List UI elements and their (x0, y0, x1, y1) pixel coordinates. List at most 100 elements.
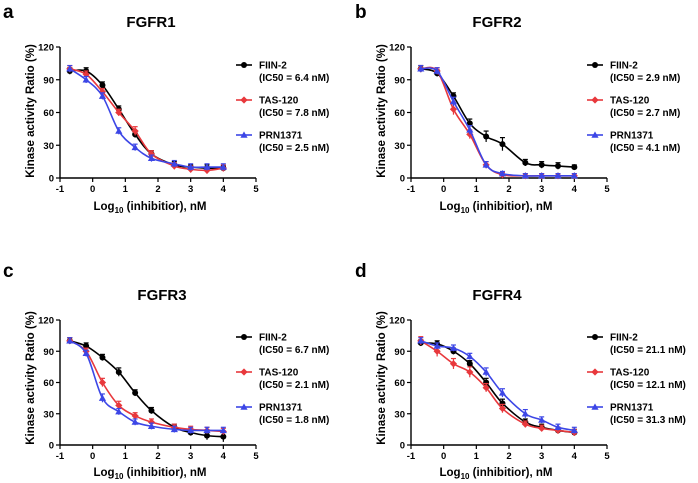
legend-label: TAS-120 (259, 96, 299, 107)
data-point (170, 160, 178, 167)
data-point (115, 408, 123, 415)
legend-marker (592, 334, 598, 340)
data-point (170, 425, 178, 433)
x-tick-label: 2 (506, 451, 511, 462)
legend-label: TAS-120 (610, 96, 650, 107)
legend-entry: FIIN-2(IC50 = 6.7 nM) (236, 333, 329, 356)
y-axis-label: Kinase activity Ratio (%) (376, 44, 388, 178)
legend-ic50: (IC50 = 6.7 nM) (259, 345, 329, 356)
data-point (115, 369, 122, 376)
x-tick-label: 5 (253, 184, 259, 195)
legend-entry: PRN1371(IC50 = 4.1 nM) (587, 131, 680, 154)
x-tick-label: 2 (155, 184, 160, 195)
series-prn1371 (66, 337, 227, 434)
data-point (99, 82, 106, 89)
legend-label: TAS-120 (259, 368, 299, 379)
data-point (498, 170, 507, 177)
data-point (219, 426, 227, 434)
data-point (466, 126, 474, 133)
panel-letter: c (3, 261, 14, 282)
legend-ic50: (IC50 = 2.5 nM) (259, 143, 329, 154)
y-tick-label: 0 (400, 441, 405, 452)
x-tick-label: -1 (407, 184, 416, 195)
data-point (417, 65, 425, 72)
data-point (522, 159, 529, 166)
x-tick-label: -1 (407, 451, 416, 462)
data-point (66, 65, 74, 72)
y-tick-label: 30 (394, 141, 405, 152)
y-tick-label: 60 (394, 108, 405, 119)
x-tick-label: 4 (572, 184, 578, 195)
y-tick-label: 60 (394, 378, 405, 389)
x-tick-label: -1 (56, 184, 65, 195)
data-point (433, 67, 441, 74)
data-point (570, 172, 578, 179)
legend-label: PRN1371 (259, 403, 303, 414)
data-point (82, 76, 90, 83)
data-point (538, 161, 545, 168)
y-tick-label: 60 (43, 108, 54, 119)
legend-label: TAS-120 (610, 368, 650, 379)
data-point (99, 354, 106, 361)
x-axis-label: Log10 (inhibitior), nM (439, 467, 552, 481)
panel-title: FGFR1 (126, 14, 175, 31)
data-point (187, 163, 195, 170)
legend-label: FIIN-2 (259, 61, 287, 72)
x-tick-label: 4 (221, 184, 227, 195)
data-point (466, 120, 473, 127)
data-point (482, 368, 490, 375)
y-tick-label: 120 (389, 316, 405, 327)
y-tick-label: 30 (43, 141, 54, 152)
y-tick-label: 90 (43, 347, 54, 358)
x-tick-label: 0 (90, 184, 95, 195)
legend-marker (240, 403, 248, 410)
legend-entry: TAS-120(IC50 = 2.7 nM) (587, 96, 680, 119)
series-prn1371 (417, 64, 578, 179)
series-tas-120 (66, 64, 227, 174)
data-point (132, 389, 139, 396)
data-point (148, 407, 155, 414)
y-tick-label: 120 (389, 43, 405, 54)
y-tick-label: 0 (49, 441, 54, 452)
data-point (449, 97, 458, 105)
legend-ic50: (IC50 = 6.4 nM) (259, 73, 329, 84)
x-tick-label: 4 (221, 451, 227, 462)
x-tick-label: 0 (90, 451, 95, 462)
legend-ic50: (IC50 = 12.1 nM) (610, 380, 686, 391)
x-tick-label: 1 (123, 184, 129, 195)
x-axis-label: Log10 (inhibitior), nM (93, 467, 206, 481)
legend-marker (240, 368, 248, 376)
series-fiin-2 (66, 337, 227, 442)
data-point (147, 418, 156, 426)
legend: FIIN-2(IC50 = 6.7 nM) TAS-120(IC50 = 2.1 … (236, 333, 329, 426)
x-tick-label: 2 (506, 184, 511, 195)
x-tick-label: 4 (572, 451, 578, 462)
data-point (499, 141, 506, 148)
y-tick-label: 30 (43, 409, 54, 420)
legend-marker (592, 62, 598, 68)
x-tick-label: 3 (539, 451, 544, 462)
data-point (187, 426, 195, 434)
data-point (115, 401, 123, 410)
data-point (521, 410, 529, 417)
data-point (147, 154, 156, 162)
legend-label: FIIN-2 (259, 333, 287, 344)
legend-label: FIIN-2 (610, 61, 638, 72)
y-tick-label: 90 (394, 347, 405, 358)
panel-letter: d (355, 261, 367, 282)
data-point (98, 394, 107, 401)
data-point (115, 127, 123, 134)
data-point (521, 420, 529, 428)
x-tick-label: 5 (604, 184, 610, 195)
series-line (420, 340, 575, 432)
data-point (466, 352, 474, 360)
data-point (220, 433, 227, 440)
series-line (69, 340, 224, 438)
series-prn1371 (417, 337, 578, 434)
data-point (417, 337, 425, 344)
data-point (482, 384, 490, 392)
